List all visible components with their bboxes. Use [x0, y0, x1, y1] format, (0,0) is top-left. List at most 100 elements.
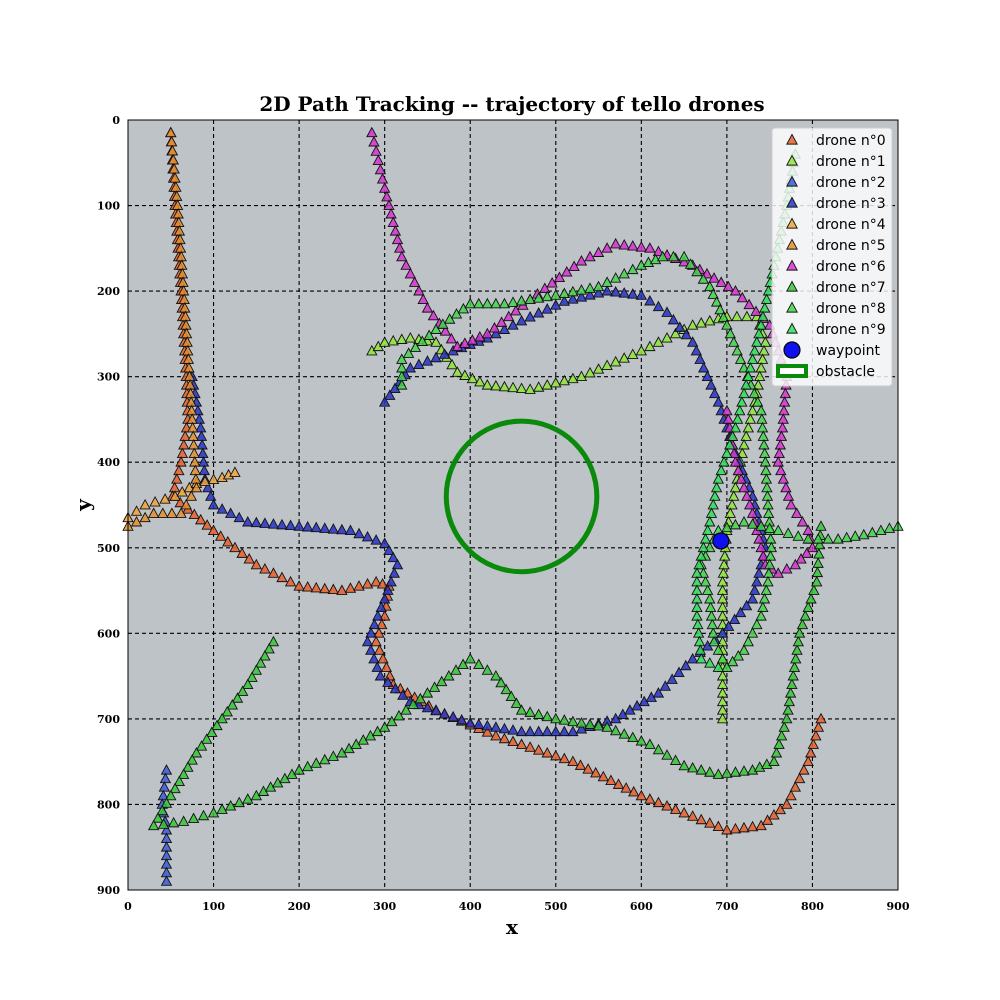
drone-marker — [787, 669, 799, 681]
drone-marker — [222, 535, 234, 547]
drone-marker — [546, 277, 558, 288]
drone-marker — [319, 582, 331, 594]
drone-marker — [710, 296, 723, 307]
drone-marker — [627, 731, 639, 743]
drone-marker — [661, 800, 673, 811]
drone-marker — [558, 374, 571, 386]
drone-marker — [466, 334, 479, 345]
drone-marker — [481, 726, 494, 737]
drone-marker — [408, 276, 421, 287]
drone-marker — [567, 725, 579, 737]
drone-marker — [365, 644, 377, 655]
drone-marker — [729, 421, 742, 433]
drone-marker — [802, 755, 814, 767]
drone-marker — [377, 652, 389, 664]
drone-marker — [173, 775, 186, 786]
drone-marker — [187, 812, 200, 824]
drone-marker — [505, 690, 517, 701]
drone-marker — [782, 704, 794, 715]
drone-marker — [773, 738, 785, 749]
drone-marker — [699, 533, 712, 544]
drone-marker — [515, 738, 528, 749]
drone-marker — [575, 370, 588, 382]
drone-marker — [510, 304, 522, 316]
drone-marker — [450, 308, 463, 319]
drone-marker — [695, 550, 707, 561]
drone-marker — [669, 803, 682, 814]
drone-marker — [582, 763, 594, 774]
series-7 — [147, 520, 827, 831]
drone-marker — [701, 370, 714, 382]
drone-marker — [396, 361, 408, 373]
waypoint-marker — [712, 532, 730, 550]
drone-marker — [561, 266, 573, 277]
drone-marker — [815, 712, 827, 724]
drone-marker — [652, 687, 665, 698]
drone-marker — [746, 507, 759, 518]
drone-marker — [883, 522, 896, 533]
drone-marker — [216, 712, 228, 724]
drone-marker — [193, 413, 205, 424]
legend-marker — [786, 196, 798, 208]
drone-marker — [310, 757, 322, 768]
drone-marker — [762, 575, 774, 587]
drone-marker — [678, 806, 690, 818]
drone-marker — [718, 456, 730, 467]
drone-marker — [515, 294, 528, 306]
drone-marker — [168, 163, 180, 174]
legend-marker — [786, 301, 798, 313]
drone-marker — [175, 507, 187, 518]
drone-marker — [801, 547, 813, 558]
drone-marker — [627, 240, 639, 251]
drone-marker — [473, 297, 485, 309]
drone-marker — [808, 584, 820, 595]
drone-marker — [376, 618, 388, 630]
drone-marker — [575, 284, 588, 295]
drone-marker — [761, 814, 774, 825]
drone-marker — [717, 311, 730, 322]
drone-marker — [697, 273, 710, 284]
legend-label: drone n°0 — [816, 133, 886, 149]
drone-marker — [692, 627, 705, 638]
legend-label: drone n°9 — [816, 322, 886, 338]
drone-marker — [738, 644, 750, 655]
drone-marker — [734, 606, 747, 618]
drone-marker — [789, 781, 802, 792]
drone-marker — [574, 759, 587, 770]
drone-marker — [758, 344, 770, 356]
drone-marker — [160, 875, 173, 886]
drone-marker — [760, 293, 773, 305]
drone-marker — [781, 563, 793, 574]
drone-marker — [165, 126, 177, 138]
drone-marker — [661, 306, 673, 317]
drone-marker — [755, 319, 767, 330]
drone-marker — [763, 567, 775, 578]
drone-marker — [609, 237, 622, 249]
drone-marker — [783, 695, 796, 707]
drone-marker — [400, 704, 412, 715]
drone-marker — [716, 712, 729, 724]
drone-marker — [729, 766, 742, 777]
drone-marker — [781, 798, 793, 809]
drone-marker — [498, 732, 511, 744]
drone-marker — [216, 803, 228, 814]
drone-marker — [705, 610, 718, 621]
drone-marker — [353, 580, 365, 591]
drone-marker — [775, 464, 787, 476]
drone-marker — [160, 764, 173, 775]
drone-marker — [667, 250, 680, 262]
drone-marker — [738, 765, 750, 776]
drone-marker — [612, 778, 625, 789]
drone-marker — [744, 361, 757, 373]
x-tick-label: 400 — [459, 900, 482, 913]
drone-marker — [763, 558, 776, 570]
drone-marker — [618, 287, 630, 298]
drone-marker — [721, 521, 733, 533]
drone-marker — [185, 490, 198, 501]
drone-marker — [381, 190, 393, 202]
drone-marker — [473, 658, 485, 670]
drone-marker — [757, 550, 769, 561]
drone-marker — [695, 813, 707, 825]
drone-marker — [729, 518, 742, 530]
drone-marker — [726, 655, 739, 667]
